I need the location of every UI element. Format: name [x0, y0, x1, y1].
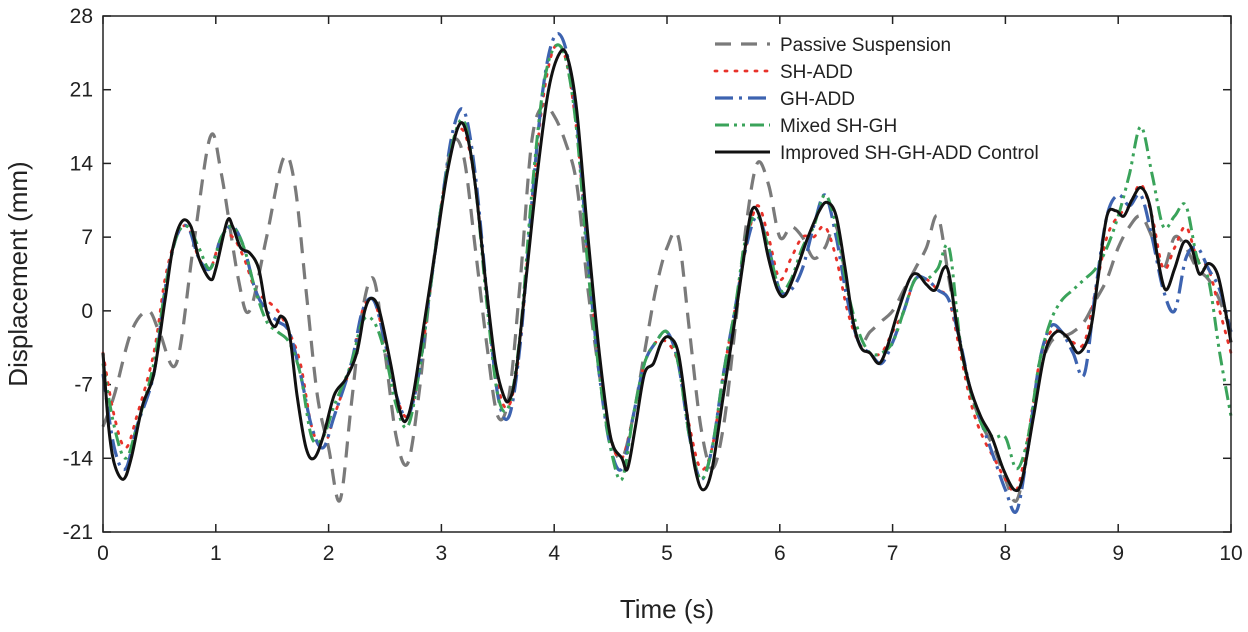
y-tick-label: -14 [63, 447, 94, 470]
legend-label-3: Mixed SH-GH [780, 116, 897, 137]
series-line-3 [101, 43, 1233, 482]
y-tick-label: 7 [81, 226, 93, 249]
y-tick-label: 21 [70, 79, 93, 102]
y-tick-label: -21 [63, 521, 93, 544]
series-lines [101, 32, 1233, 514]
x-tick-label: 3 [436, 542, 448, 565]
x-tick-label: 6 [774, 542, 786, 565]
x-tick-label: 1 [210, 542, 222, 565]
x-tick-label: 0 [97, 542, 109, 565]
axis-ticks: 0 1 2 3 4 5 6 7 8 9 10 -21 -14 -7 0 7 14 21 28 [63, 5, 1243, 565]
y-tick-label: 0 [81, 300, 93, 323]
y-tick-label: 14 [70, 152, 94, 175]
legend-label-0: Passive Suspension [780, 35, 951, 56]
legend-label-1: SH-ADD [780, 62, 853, 83]
x-tick-label: 4 [548, 542, 560, 565]
legend-label-4: Improved SH-GH-ADD Control [780, 143, 1039, 164]
series-line-4 [101, 48, 1233, 493]
legend-label-2: GH-ADD [780, 89, 855, 110]
x-tick-label: 7 [887, 542, 899, 565]
x-tick-label: 10 [1219, 542, 1242, 565]
series-line-0 [101, 102, 1233, 503]
x-tick-label: 5 [661, 542, 673, 565]
x-tick-label: 9 [1112, 542, 1124, 565]
y-axis-title: Displacement (mm) [3, 161, 33, 386]
y-tick-label: 28 [70, 5, 93, 28]
y-tick-label: -7 [74, 374, 93, 397]
x-axis-title: Time (s) [620, 594, 714, 624]
plot-frame [102, 15, 1232, 533]
legend: Passive Suspension SH-ADD GH-ADD Mixed SH-G… [713, 35, 1039, 164]
series-line-1 [101, 42, 1233, 494]
series-line-2 [101, 32, 1233, 514]
x-tick-label: 8 [1000, 542, 1012, 565]
x-tick-label: 2 [323, 542, 335, 565]
